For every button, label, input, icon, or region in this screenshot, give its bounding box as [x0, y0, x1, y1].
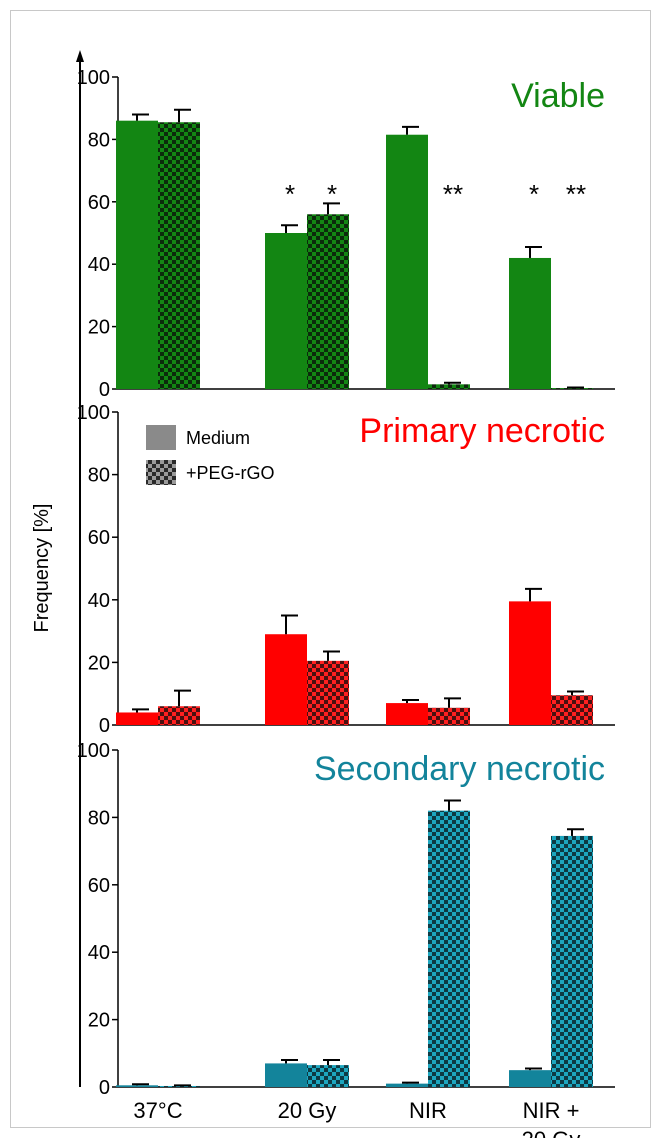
- bar: [158, 1085, 200, 1087]
- significance-marker: *: [285, 179, 295, 209]
- legend-swatch-peg-rgo: [146, 460, 176, 485]
- y-tick-label: 0: [99, 1077, 110, 1099]
- bar: [509, 257, 551, 389]
- panel-title: Secondary necrotic: [314, 750, 605, 788]
- y-tick-label: 20: [88, 652, 110, 674]
- bar: [386, 703, 428, 725]
- bar: [551, 695, 593, 725]
- bar: [307, 660, 349, 725]
- bar: [265, 1063, 307, 1087]
- panel-title: Viable: [511, 77, 605, 115]
- x-tick-label: NIR +: [523, 1098, 580, 1123]
- significance-marker: *: [327, 179, 337, 209]
- bar: [551, 835, 593, 1087]
- bar: [509, 1070, 551, 1087]
- significance-marker: **: [443, 179, 463, 209]
- y-tick-label: 100: [77, 740, 110, 762]
- y-axis-arrow: [76, 50, 84, 62]
- bar: [158, 122, 200, 390]
- panel-title: Primary necrotic: [359, 412, 605, 450]
- bar: [386, 1083, 428, 1087]
- y-tick-label: 40: [88, 590, 110, 612]
- bar: [116, 1085, 158, 1087]
- y-tick-label: 60: [88, 875, 110, 897]
- legend-label-medium: Medium: [186, 428, 250, 448]
- bar: [265, 634, 307, 725]
- x-tick-label: 20 Gy: [522, 1127, 581, 1138]
- bar: [428, 707, 470, 725]
- bar: [265, 233, 307, 389]
- bar: [307, 1065, 349, 1087]
- y-tick-label: 80: [88, 129, 110, 151]
- y-tick-label: 20: [88, 317, 110, 339]
- bar: [116, 120, 158, 390]
- y-tick-label: 40: [88, 254, 110, 276]
- y-tick-label: 100: [77, 402, 110, 424]
- bar: [551, 388, 593, 389]
- legend-label-peg-rgo: +PEG-rGO: [186, 463, 275, 483]
- y-tick-label: 60: [88, 527, 110, 549]
- y-tick-label: 80: [88, 807, 110, 829]
- bar: [428, 810, 470, 1087]
- bar: [386, 134, 428, 389]
- x-tick-label: NIR: [409, 1098, 447, 1123]
- bar: [158, 706, 200, 725]
- y-tick-label: 80: [88, 465, 110, 487]
- significance-marker: *: [529, 179, 539, 209]
- y-tick-label: 40: [88, 942, 110, 964]
- y-tick-label: 60: [88, 192, 110, 214]
- y-tick-label: 20: [88, 1010, 110, 1032]
- y-tick-label: 100: [77, 67, 110, 89]
- legend-swatch-medium: [146, 425, 176, 450]
- bar: [509, 601, 551, 725]
- x-tick-label: 37°C: [133, 1098, 182, 1123]
- y-tick-label: 0: [99, 379, 110, 401]
- y-tick-label: 0: [99, 715, 110, 737]
- bar: [428, 384, 470, 389]
- figure-frame: [10, 10, 651, 1128]
- bar: [307, 214, 349, 389]
- x-tick-label: 20 Gy: [278, 1098, 337, 1123]
- y-axis-label: Frequency [%]: [31, 504, 53, 633]
- bar: [116, 712, 158, 725]
- significance-marker: **: [566, 179, 586, 209]
